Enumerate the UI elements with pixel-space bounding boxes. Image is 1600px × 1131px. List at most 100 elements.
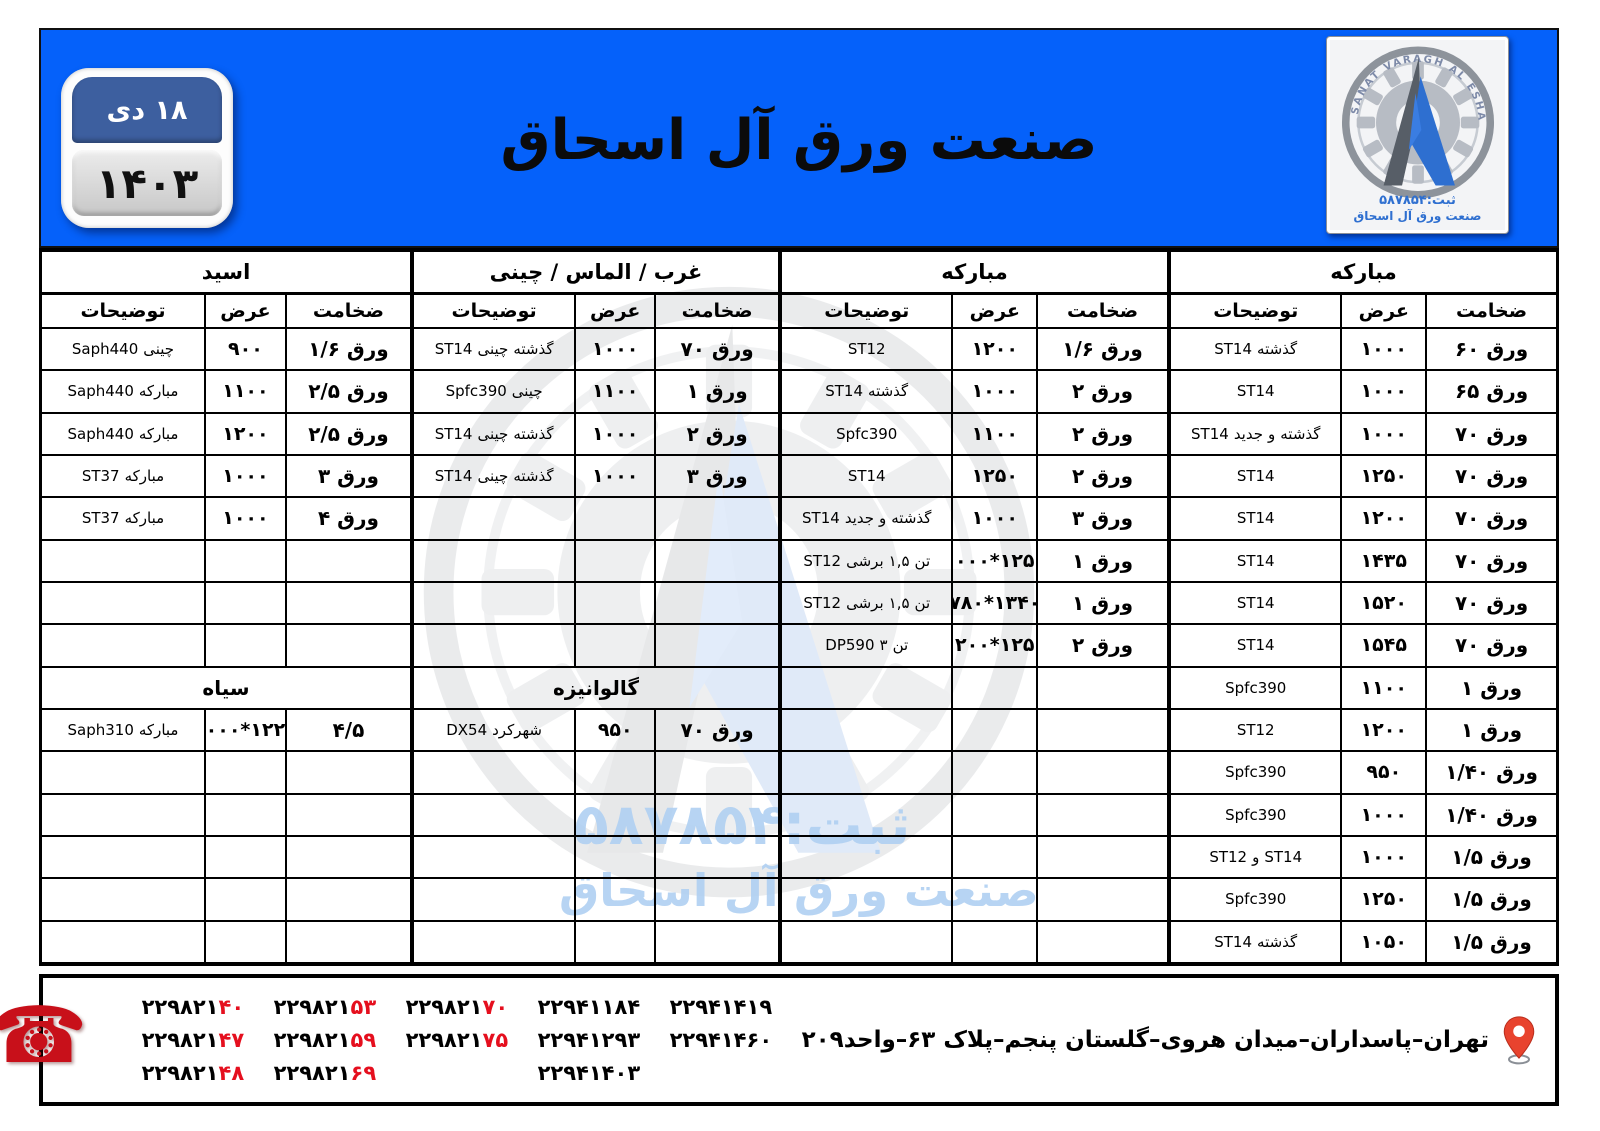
table-row: ورق ۱/۵ ۱۰۰۰ ST12 و ST14 xyxy=(1172,836,1557,880)
width-cell: ۱۰۰۰ xyxy=(1341,413,1426,454)
table-row: ورق ۱ ۱۱۰۰ Spfc390 چینی xyxy=(415,371,779,414)
description-cell: ST14 چینی گذشته xyxy=(435,467,555,486)
thickness-cell xyxy=(1037,921,1168,962)
group-rows: ورق ۶۰ ۱۰۰۰ ST14 گذشته ورق ۶۵ ۱۰۰۰ ST14 ورق ۷۰ ۱… xyxy=(1172,329,1557,962)
table-row: ورق ۴ ۱۰۰۰ ST37 مبارکه xyxy=(43,498,411,541)
width-cell xyxy=(952,879,1037,920)
width-cell xyxy=(575,625,655,666)
table-row: سیاه xyxy=(43,668,411,710)
description-cell xyxy=(43,837,205,877)
description-cell xyxy=(783,668,952,708)
table-row: ورق ۱ ۱۱۰۰ Spfc390 xyxy=(1172,667,1557,710)
description-cell: ST14 جدید و گذشته xyxy=(803,509,933,528)
description-cell: ST14 xyxy=(1237,467,1276,486)
description-cell: ST14 گذشته xyxy=(1215,340,1299,359)
description-cell xyxy=(783,795,952,835)
column-header-width: عرض xyxy=(1341,295,1426,327)
phone-number: ۲۲۹۸۲۱۷۵ xyxy=(406,1028,510,1052)
group-title: غرب / الماس / چینی xyxy=(415,252,779,295)
width-cell: ۱۰۰۰ xyxy=(1341,794,1426,835)
location-pin-icon xyxy=(1504,1016,1536,1065)
description-cell: ST12 برشی ۱,۵ تن xyxy=(804,594,932,613)
description-cell: ST14 xyxy=(1237,636,1276,655)
width-cell: ۱۲۰۰ xyxy=(952,329,1037,370)
column-header-thickness: ضخامت xyxy=(285,295,411,327)
table-row xyxy=(783,836,1168,880)
description-cell: ST12 برشی ۱,۵ تن xyxy=(804,551,932,570)
group-title: مبارکه xyxy=(1172,252,1557,295)
group-title: اسید xyxy=(43,252,411,295)
description-cell xyxy=(415,922,575,962)
thickness-cell xyxy=(1037,836,1168,878)
thickness-cell xyxy=(655,752,779,793)
table-row: ورق ۱/۵ ۱۰۵۰ ST14 گذشته xyxy=(1172,921,1557,962)
phone-number: ۲۲۹۸۲۱۷۰ xyxy=(406,995,510,1019)
thickness-cell: ورق ۱/۴۰ xyxy=(1426,794,1557,835)
width-cell: ۱۰۰۰ xyxy=(952,498,1037,539)
phone-number: ۲۲۹۸۲۱۶۹ xyxy=(274,1061,378,1085)
thickness-cell: ورق ۱/۵ xyxy=(1426,836,1557,878)
thickness-cell: ورق ۱ xyxy=(1037,540,1168,581)
width-cell: ۱۰۰۰ xyxy=(1341,371,1426,412)
width-cell xyxy=(575,921,655,962)
table-row: ورق ۲ ۱۰۰۰ ST14 گذشته xyxy=(783,371,1168,414)
description-cell: ST14 گذشته xyxy=(1215,932,1299,951)
description-cell xyxy=(43,752,205,792)
table-group: مبارکه ضخامت عرض توضیحات ورق ۶۰ ۱۰۰۰ ST14 گذشته… xyxy=(1168,252,1557,962)
description-cell: Saph440 چینی xyxy=(72,340,176,359)
width-cell xyxy=(952,794,1037,835)
column-header-thickness: ضخامت xyxy=(1426,295,1557,327)
width-cell: ۱۵۲۰ xyxy=(1341,582,1426,624)
column-headers: ضخامت عرض توضیحات xyxy=(783,295,1168,329)
thickness-cell xyxy=(1037,879,1168,920)
thickness-cell: ورق ۳ xyxy=(285,455,411,497)
thickness-cell xyxy=(655,498,779,539)
column-header-width: عرض xyxy=(952,295,1037,327)
thickness-cell: ورق ۱ xyxy=(1426,667,1557,708)
company-logo: SANAT VARAGH AL ESHAGH ثبت:۵۸۷۸۵۴ صنعت و… xyxy=(1327,36,1510,234)
description-cell: ST12 و ST14 xyxy=(1210,848,1304,867)
description-cell: ST14 xyxy=(1237,594,1276,613)
table-row xyxy=(43,794,411,837)
table-row: ورق ۳ ۱۰۰۰ ST37 مبارکه xyxy=(43,455,411,499)
description-cell xyxy=(415,837,575,877)
width-cell: ۱۲۵۰ xyxy=(1341,455,1426,497)
thickness-cell xyxy=(655,625,779,666)
width-cell xyxy=(204,625,286,666)
table-row xyxy=(415,794,779,837)
thickness-cell: ۴/۵ xyxy=(285,709,411,751)
table-row: ورق ۲/۵ ۱۱۰۰ Saph440 مبارکه xyxy=(43,371,411,414)
table-row: ورق ۲ ۱۱۰۰ Spfc390 xyxy=(783,413,1168,456)
thickness-cell xyxy=(655,921,779,962)
table-row: ورق ۱ ۱۲۰۰ ST12 xyxy=(1172,709,1557,753)
width-cell: ۱۰۰۰ xyxy=(204,498,286,539)
price-table: مبارکه ضخامت عرض توضیحات ورق ۶۰ ۱۰۰۰ ST14 گذشته… xyxy=(40,248,1560,966)
thickness-cell xyxy=(655,582,779,624)
thickness-cell xyxy=(655,540,779,581)
description-cell xyxy=(43,879,205,919)
table-row xyxy=(783,879,1168,922)
width-cell: ۱۱۰۰ xyxy=(1341,667,1426,708)
description-cell: Saph440 مبارکه xyxy=(68,424,180,443)
table-row xyxy=(783,794,1168,837)
logo-registration: ثبت:۵۸۷۸۵۴ xyxy=(1380,193,1457,208)
table-row: ورق ۲ ۱۲۵۰ ST14 xyxy=(783,455,1168,499)
thickness-cell xyxy=(1037,752,1168,793)
width-cell: ۱۱۰۰ xyxy=(204,371,286,412)
description-cell xyxy=(415,498,575,538)
column-headers: ضخامت عرض توضیحات xyxy=(415,295,779,329)
table-row xyxy=(415,498,779,541)
thickness-cell: ورق ۷۰ xyxy=(655,329,779,370)
thickness-cell: ورق ۲/۵ xyxy=(285,371,411,412)
thickness-cell xyxy=(285,582,411,624)
width-cell: ۱۲۰۰*۱۲۵۰ xyxy=(952,625,1037,666)
description-cell xyxy=(415,625,575,665)
width-cell: ۱۰۰۰ xyxy=(575,413,655,454)
thickness-cell xyxy=(285,540,411,581)
width-cell xyxy=(575,752,655,793)
width-cell: ۱۲۰۰ xyxy=(204,413,286,454)
width-cell xyxy=(204,879,286,920)
header-band xyxy=(40,28,1560,248)
calendar-year: ۱۴۰۳ xyxy=(73,150,223,216)
table-row xyxy=(43,752,411,795)
